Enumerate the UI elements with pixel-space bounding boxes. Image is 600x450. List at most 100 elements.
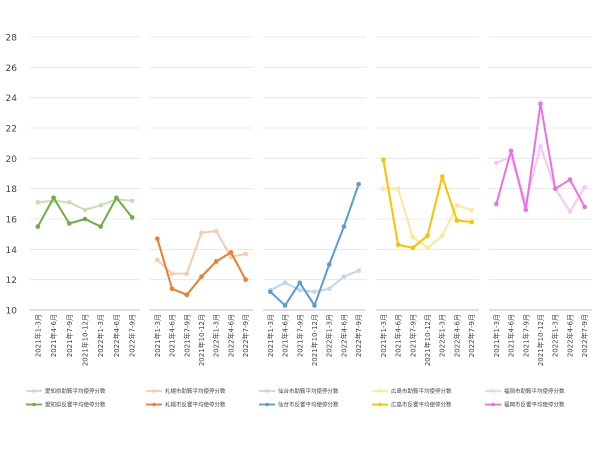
data-point bbox=[341, 224, 347, 229]
x-axis: 2021年1-3月 2021年4-6月 2021年7-9月 2021年10-12月 20… bbox=[33, 314, 589, 366]
gridlines bbox=[30, 36, 592, 311]
legend-label: 愛知県反響平均使停分数 bbox=[45, 401, 106, 409]
data-point bbox=[66, 200, 72, 205]
x-tick-label: 2022年7-9月 bbox=[241, 314, 250, 357]
data-point bbox=[356, 181, 361, 187]
x-tick-label: 2022年7-9月 bbox=[128, 314, 137, 357]
data-point bbox=[35, 224, 41, 229]
data-point bbox=[199, 274, 204, 279]
data-point bbox=[282, 303, 288, 308]
data-point bbox=[169, 286, 175, 292]
data-point bbox=[155, 257, 160, 263]
x-tick-label: 2021年10-12月 bbox=[423, 314, 432, 366]
x-tick-label: 2022年4-6月 bbox=[565, 314, 574, 357]
data-point bbox=[243, 277, 248, 282]
data-point bbox=[51, 195, 56, 201]
legend-label: 仙台市助鞍平均使停分数 bbox=[278, 387, 339, 395]
data-point bbox=[213, 228, 219, 234]
data-point bbox=[312, 303, 317, 308]
data-point bbox=[410, 245, 416, 251]
series-line bbox=[156, 237, 247, 296]
legend-label: 福岡市助鞍平均使停分数 bbox=[504, 387, 565, 395]
data-point bbox=[381, 157, 386, 163]
x-tick-label: 2021年4-6月 bbox=[507, 314, 516, 357]
data-point bbox=[184, 292, 190, 298]
data-point bbox=[184, 271, 190, 276]
x-tick-label: 2021年7-9月 bbox=[295, 314, 304, 357]
y-tick-label: 12 bbox=[6, 276, 17, 286]
legend-marker bbox=[265, 402, 269, 407]
data-point bbox=[297, 287, 303, 293]
data-point bbox=[129, 215, 135, 220]
x-tick-label: 2021年1-3月 bbox=[266, 314, 275, 357]
x-tick-label: 2021年10-12月 bbox=[536, 314, 545, 366]
data-point bbox=[439, 174, 445, 179]
x-tick-label: 2021年4-6月 bbox=[394, 314, 403, 357]
x-tick-label: 2022年4-6月 bbox=[112, 314, 121, 357]
legend-marker bbox=[152, 389, 156, 393]
x-tick-label: 2021年7-9月 bbox=[408, 314, 417, 357]
data-point bbox=[508, 148, 514, 154]
x-tick-label: 2022年1-3月 bbox=[212, 314, 221, 357]
x-tick-label: 2021年4-6月 bbox=[168, 314, 177, 357]
y-tick-label: 18 bbox=[6, 185, 18, 195]
legend-marker bbox=[491, 389, 495, 393]
data-point bbox=[381, 186, 386, 191]
x-tick-label: 2022年7-9月 bbox=[467, 314, 476, 357]
x-tick-label: 2021年10-12月 bbox=[81, 314, 90, 366]
legend-label: 広島市反響平均使停分数 bbox=[391, 401, 452, 409]
data-point bbox=[410, 234, 416, 240]
x-tick-label: 2021年10-12月 bbox=[310, 314, 319, 366]
x-tick-label: 2021年1-3月 bbox=[492, 314, 501, 357]
data-point bbox=[243, 251, 248, 257]
legend-marker bbox=[491, 402, 495, 407]
x-tick-label: 2021年4-6月 bbox=[49, 314, 58, 357]
data-point bbox=[297, 280, 303, 286]
data-point bbox=[395, 186, 401, 191]
data-point bbox=[552, 186, 558, 191]
data-point bbox=[268, 289, 273, 295]
series-line bbox=[495, 102, 586, 211]
x-tick-label: 2021年1-3月 bbox=[379, 314, 388, 357]
y-tick-label: 22 bbox=[6, 125, 17, 135]
legend-label: 福岡市反響平均使停分数 bbox=[504, 401, 565, 409]
plot-area bbox=[35, 101, 587, 308]
data-point bbox=[114, 195, 119, 201]
y-tick-label: 20 bbox=[6, 155, 18, 165]
y-tick-label: 14 bbox=[6, 246, 18, 256]
legend-marker bbox=[265, 389, 269, 393]
data-point bbox=[326, 262, 332, 267]
legend-marker bbox=[32, 402, 36, 407]
data-point bbox=[98, 224, 104, 229]
legend-marker bbox=[378, 402, 382, 407]
data-point bbox=[341, 274, 347, 279]
y-axis: 10 12 14 16 18 20 22 24 26 28 bbox=[6, 34, 18, 317]
x-tick-label: 2022年7-9月 bbox=[580, 314, 589, 357]
x-tick-label: 2021年1-3月 bbox=[153, 314, 162, 357]
data-point bbox=[169, 271, 175, 276]
y-tick-label: 26 bbox=[6, 64, 18, 74]
data-point bbox=[494, 160, 499, 166]
x-tick-label: 2021年4-6月 bbox=[281, 314, 290, 357]
data-point bbox=[356, 268, 361, 273]
data-point bbox=[98, 203, 104, 208]
x-tick-label: 2022年1-3月 bbox=[551, 314, 560, 357]
data-point bbox=[567, 177, 573, 182]
data-point bbox=[395, 242, 401, 248]
data-point bbox=[82, 216, 88, 222]
data-point bbox=[35, 200, 41, 205]
y-tick-label: 24 bbox=[6, 94, 18, 104]
y-tick-label: 28 bbox=[6, 34, 18, 44]
data-point bbox=[425, 233, 430, 238]
legend-label: 札幌市反響平均使停分数 bbox=[165, 401, 226, 409]
data-point bbox=[494, 201, 499, 207]
data-point bbox=[439, 233, 445, 238]
data-point bbox=[282, 280, 288, 286]
x-tick-label: 2022年7-9月 bbox=[354, 314, 363, 357]
data-point bbox=[454, 218, 460, 223]
x-tick-label: 2021年7-9月 bbox=[521, 314, 530, 357]
data-point bbox=[523, 207, 529, 213]
data-point bbox=[582, 184, 587, 190]
